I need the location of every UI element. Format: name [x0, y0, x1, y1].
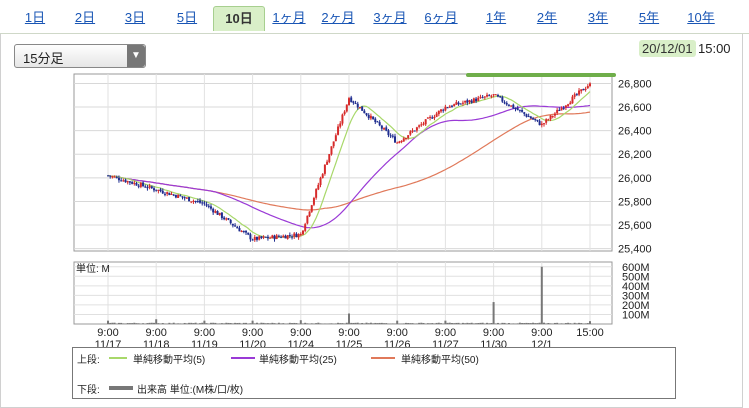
tab-11[interactable]: 3年 [583, 6, 613, 30]
legend-volume: 出来高 単位:(M株/口/枚) [137, 381, 243, 396]
legend-ma50: 単純移動平均(50) [401, 351, 479, 366]
legend-lower-label: 下段: [77, 381, 100, 396]
tab-6[interactable]: 2ヶ月 [320, 6, 356, 30]
volume-swatch [109, 386, 133, 390]
period-tabs: 1日 2日 3日 5日 10日 1ヶ月 2ヶ月 3ヶ月 6ヶ月 1年 2年 3年 5年 10年 [0, 0, 749, 34]
legend-ma25: 単純移動平均(25) [259, 351, 337, 366]
tab-12[interactable]: 5年 [634, 6, 664, 30]
tab-3[interactable]: 5日 [172, 6, 202, 30]
legend-upper-label: 上段: [77, 351, 100, 366]
tab-10[interactable]: 2年 [532, 6, 562, 30]
interval-select[interactable]: 15分足 ▼ [14, 44, 146, 68]
tab-4[interactable]: 10日 [213, 6, 265, 31]
timestamp-date: 20/12/01 [639, 40, 696, 57]
ma25-swatch [231, 357, 255, 359]
tab-1[interactable]: 2日 [70, 6, 100, 30]
legend-ma5: 単純移動平均(5) [133, 351, 205, 366]
tab-13[interactable]: 10年 [684, 6, 718, 30]
tab-8[interactable]: 6ヶ月 [423, 6, 459, 30]
tab-9[interactable]: 1年 [481, 6, 511, 30]
chart-legend: 上段: 単純移動平均(5) 単純移動平均(25) 単純移動平均(50) 下段: … [72, 347, 676, 399]
interval-select-value: 15分足 [23, 48, 63, 67]
tab-5[interactable]: 1ヶ月 [272, 6, 306, 30]
tab-0[interactable]: 1日 [20, 6, 50, 30]
tab-7[interactable]: 3ヶ月 [372, 6, 408, 30]
timestamp-time: 15:00 [698, 41, 731, 56]
chevron-down-icon[interactable]: ▼ [127, 45, 145, 67]
tab-2[interactable]: 3日 [120, 6, 150, 30]
ma50-swatch [371, 357, 395, 359]
ma5-swatch [109, 357, 127, 359]
